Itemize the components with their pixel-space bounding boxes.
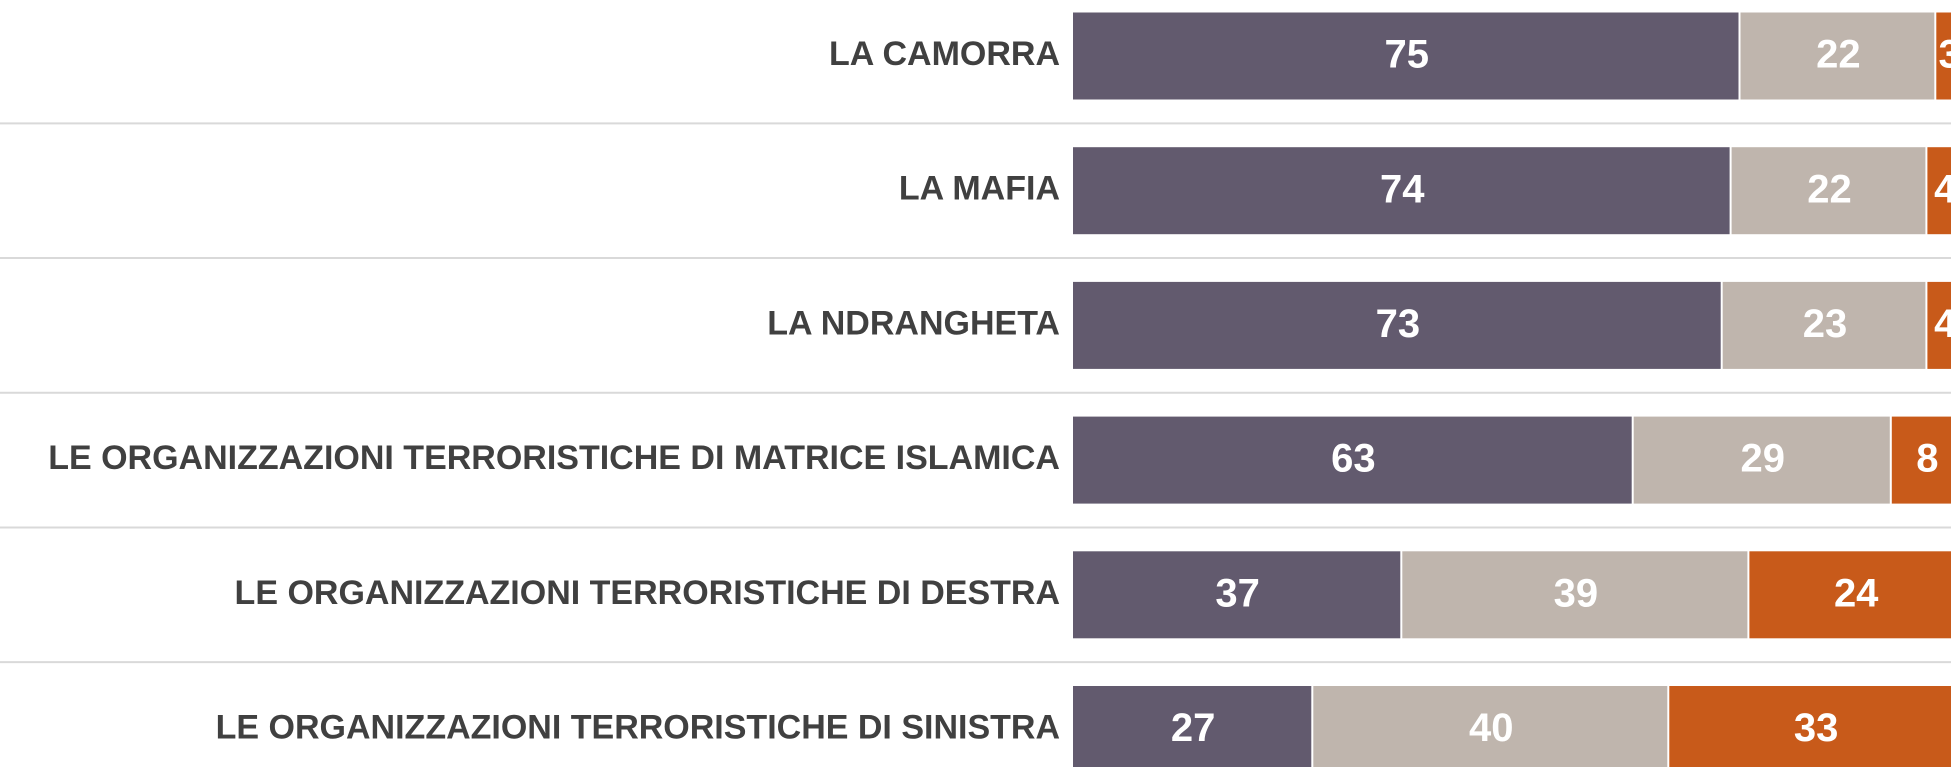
value-label: 8 (1916, 437, 1938, 481)
value-label: 40 (1469, 706, 1514, 750)
bar-segment (1669, 686, 1951, 767)
bar-segment (1927, 147, 1951, 235)
bar-segment (1749, 551, 1951, 639)
bar-segment (1402, 551, 1748, 639)
category-label: LE ORGANIZZAZIONI TERRORISTICHE DI SINIS… (216, 708, 1060, 746)
value-label: 22 (1807, 167, 1852, 211)
bar-segment (1936, 12, 1951, 100)
bar-segment (1891, 416, 1951, 504)
value-label: 63 (1331, 437, 1376, 481)
bar-segment (1313, 686, 1668, 767)
value-label: 4 (1934, 302, 1951, 346)
bar-segment (1722, 281, 1926, 369)
bar-segment (1073, 551, 1401, 639)
value-label: 33 (1794, 706, 1839, 750)
bar-segment (1073, 686, 1312, 767)
value-label: 23 (1803, 302, 1848, 346)
value-label: 39 (1554, 571, 1599, 615)
value-label: 4 (1934, 167, 1951, 211)
category-label: LE ORGANIZZAZIONI TERRORISTICHE DI MATRI… (48, 439, 1060, 477)
value-label: 74 (1380, 167, 1425, 211)
value-label: 37 (1215, 571, 1260, 615)
bar-segment (1731, 147, 1926, 235)
category-label: LA CAMORRA (829, 35, 1060, 73)
category-label: LE ORGANIZZAZIONI TERRORISTICHE DI DESTR… (235, 574, 1060, 612)
bar-segment (1927, 281, 1951, 369)
bar-segment (1073, 281, 1721, 369)
value-label: 24 (1834, 571, 1879, 615)
value-label: 27 (1171, 706, 1216, 750)
bar-segment (1740, 12, 1935, 100)
value-label: 75 (1385, 33, 1430, 77)
category-label: LA MAFIA (899, 170, 1060, 208)
bar-segment (1633, 416, 1890, 504)
bar-segment (1073, 12, 1739, 100)
value-label: 3 (1939, 33, 1951, 77)
category-label: LA NDRANGHETA (767, 304, 1060, 342)
value-label: 22 (1816, 33, 1861, 77)
bar-segment (1073, 147, 1730, 235)
value-label: 73 (1376, 302, 1421, 346)
bar-segment (1073, 416, 1632, 504)
value-label: 29 (1741, 437, 1786, 481)
